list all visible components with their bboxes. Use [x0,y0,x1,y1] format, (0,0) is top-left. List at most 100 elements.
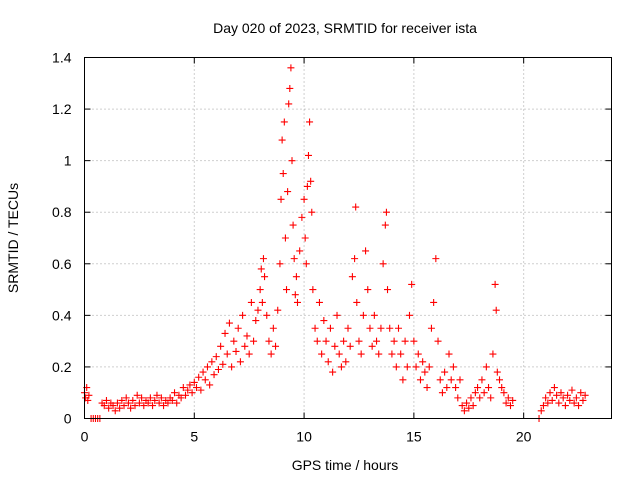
data-point [412,363,420,371]
data-point [307,177,315,185]
data-point [416,376,424,384]
data-point [157,394,165,402]
data-point [375,350,383,358]
data-point [182,391,190,399]
data-point [283,286,291,294]
data-point [120,402,128,410]
data-point [201,376,209,384]
data-point [478,376,486,384]
data-point [342,358,350,366]
data-point [265,337,273,345]
data-point [289,221,297,229]
data-point [546,389,554,397]
data-point [370,311,378,319]
data-point [164,399,172,407]
data-point [190,378,198,386]
data-point [333,311,341,319]
data-point [506,402,514,410]
data-point [357,350,365,358]
data-point [261,273,269,281]
x-tick-label: 20 [516,429,532,445]
data-point [368,342,376,350]
data-point [153,391,161,399]
data-point [414,350,422,358]
data-point [460,407,468,415]
data-point [280,118,288,126]
data-point [548,396,556,404]
data-point [419,358,427,366]
data-point [482,363,490,371]
data-point [311,324,319,332]
data-point [550,384,558,392]
data-point [430,298,438,306]
data-point [250,337,258,345]
y-tick-label: 0.6 [52,256,72,272]
data-point [308,208,316,216]
data-point [496,376,504,384]
data-point [399,376,407,384]
data-point [579,396,587,404]
data-point [217,342,225,350]
data-point [353,298,361,306]
data-point [504,394,512,402]
data-point [386,324,394,332]
data-point [292,273,300,281]
data-point [230,337,238,345]
data-point [436,376,444,384]
data-point [278,136,286,144]
data-point [131,402,139,410]
data-point [493,368,501,376]
data-point [384,286,392,294]
data-point [208,358,216,366]
data-point [344,324,352,332]
y-tick-label: 0 [64,411,72,427]
data-point [118,396,126,404]
data-point [263,311,271,319]
data-point [348,273,356,281]
data-point [274,306,282,314]
data-point [445,350,453,358]
data-point [197,386,205,394]
data-point [492,306,500,314]
data-point [377,324,385,332]
grid [84,57,612,419]
data-point [454,394,462,402]
data-point [171,389,179,397]
data-point [302,260,310,268]
data-point [301,234,309,242]
data-point [559,394,567,402]
data-point [221,329,229,337]
data-point [168,396,176,404]
data-point [381,221,389,229]
data-point [188,389,196,397]
data-point [469,402,477,410]
data-point [210,371,218,379]
data-point [351,255,359,263]
data-point [434,337,442,345]
data-point [352,203,360,211]
y-tick-label: 0.2 [52,359,72,375]
x-tick-label: 15 [406,429,422,445]
data-point [276,260,284,268]
data-point [160,402,168,410]
data-point [304,151,312,159]
data-point [225,319,233,327]
data-point [127,404,135,412]
data-point [359,311,367,319]
data-point [116,404,124,412]
data-point [239,311,247,319]
data-point [288,157,296,165]
data-point [247,298,255,306]
data-point [408,280,416,288]
data-point [456,376,464,384]
data-point [252,317,260,325]
data-point [173,399,181,407]
data-point [542,394,550,402]
data-point [373,337,381,345]
data-point [423,384,431,392]
data-point [388,350,396,358]
y-tick-label: 1 [64,153,72,169]
data-point [195,373,203,381]
data-point [570,399,578,407]
data-point [272,342,280,350]
